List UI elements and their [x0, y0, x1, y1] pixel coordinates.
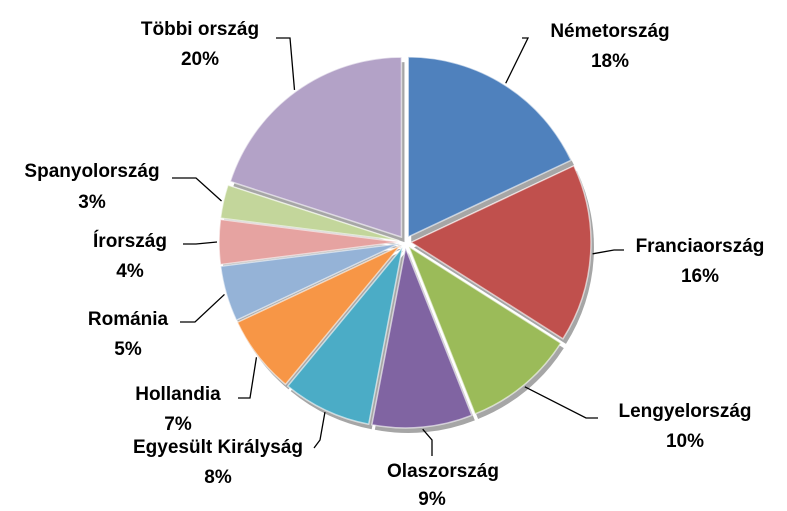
slice-label: Írország — [93, 230, 167, 252]
leader-line — [592, 249, 624, 255]
slice-label: Németország — [550, 21, 669, 42]
slice — [219, 184, 400, 242]
slice-label: Spanyolország — [24, 161, 159, 182]
slice — [229, 56, 403, 239]
slice-label: Olaszország — [387, 461, 499, 482]
slice-value-label: 18% — [591, 51, 629, 72]
leader-line — [276, 37, 296, 90]
slice — [218, 218, 400, 266]
slice-label: Franciaország — [636, 236, 765, 257]
slice-label: Egyesült Királyság — [133, 437, 303, 458]
leader-line — [180, 293, 225, 323]
slice-label: Többi ország — [141, 19, 259, 40]
slice-value-label: 9% — [418, 489, 446, 510]
slice — [236, 244, 401, 386]
slice-value-label: 8% — [204, 467, 232, 488]
slice — [370, 245, 473, 429]
slice — [286, 246, 404, 426]
slice — [409, 164, 592, 340]
slice-value-label: 16% — [681, 266, 719, 287]
slice-value-label: 7% — [164, 414, 192, 435]
leader-line — [524, 386, 598, 419]
slice-value-label: 4% — [116, 261, 144, 282]
leader-line — [313, 411, 326, 449]
slice — [407, 56, 573, 239]
leader-line — [172, 177, 222, 202]
slice — [219, 242, 400, 322]
slice — [407, 244, 562, 415]
leader-line — [505, 37, 530, 84]
slice-label: Lengyelország — [618, 401, 751, 422]
slice-value-label: 20% — [181, 49, 219, 70]
leader-line — [422, 428, 433, 456]
slice-label: Románia — [88, 309, 169, 330]
leader-line — [238, 357, 258, 399]
slice-value-label: 5% — [114, 339, 142, 360]
slice-value-label: 3% — [78, 192, 106, 213]
leader-line — [183, 241, 218, 245]
slice-value-label: 10% — [666, 431, 704, 452]
slice-label: Hollandia — [135, 384, 221, 405]
